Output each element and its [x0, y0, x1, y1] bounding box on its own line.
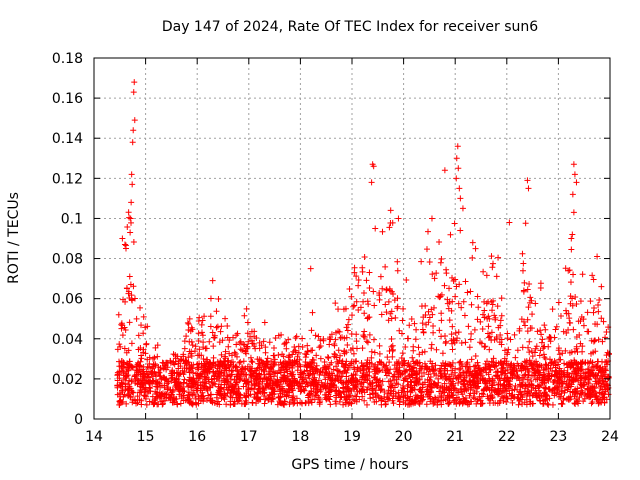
y-tick-label: 0.16: [52, 91, 83, 107]
y-tick-label: 0.12: [52, 171, 83, 187]
y-tick-label: 0: [74, 412, 83, 428]
y-tick-label: 0.1: [61, 211, 83, 227]
x-tick-label: 17: [240, 429, 258, 445]
y-tick-label: 0.18: [52, 51, 83, 67]
y-tick-label: 0.06: [52, 292, 83, 308]
chart-title: Day 147 of 2024, Rate Of TEC Index for r…: [162, 19, 538, 35]
roti-chart: Day 147 of 2024, Rate Of TEC Index for r…: [0, 0, 640, 480]
x-axis-label: GPS time / hours: [291, 457, 408, 473]
x-tick-label: 16: [188, 429, 206, 445]
y-tick-label: 0.04: [52, 332, 83, 348]
x-tick-label: 19: [343, 429, 361, 445]
x-tick-label: 14: [85, 429, 103, 445]
y-axis-label: ROTI / TECUs: [6, 192, 22, 284]
y-tick-label: 0.02: [52, 372, 83, 388]
x-tick-label: 21: [446, 429, 464, 445]
x-tick-label: 23: [549, 429, 567, 445]
x-tick-label: 24: [601, 429, 619, 445]
x-tick-label: 18: [291, 429, 309, 445]
x-tick-label: 22: [498, 429, 516, 445]
x-tick-label: 20: [395, 429, 413, 445]
x-tick-label: 15: [137, 429, 155, 445]
chart-background: [0, 0, 640, 480]
y-tick-label: 0.08: [52, 252, 83, 268]
y-tick-label: 0.14: [52, 131, 83, 147]
